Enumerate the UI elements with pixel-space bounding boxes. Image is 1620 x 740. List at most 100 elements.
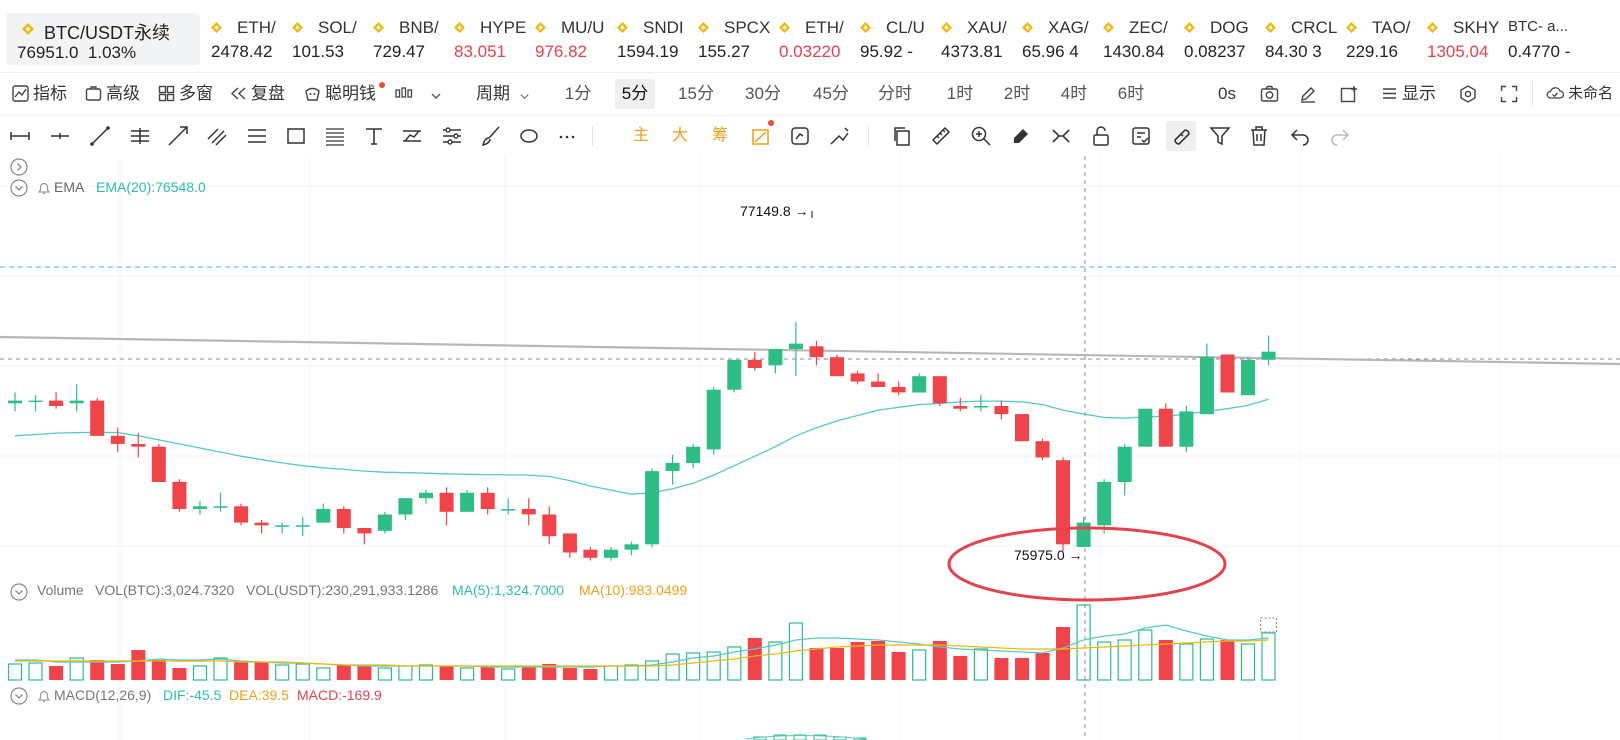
volume-bar	[1097, 641, 1112, 681]
large-order-tool[interactable]: 大	[671, 127, 688, 144]
ticker-item[interactable]: XAG/65.96 4	[1022, 13, 1097, 65]
ticker-item[interactable]: HYPE 83.051	[454, 13, 529, 65]
candle-body	[1035, 441, 1050, 458]
fullscreen-icon[interactable]	[1500, 85, 1518, 103]
magic-tool-icon[interactable]	[750, 124, 774, 148]
horizontal-levels-icon[interactable]	[245, 124, 269, 148]
text-lines-icon[interactable]	[323, 124, 347, 148]
hide-drawings-icon[interactable]	[1129, 124, 1153, 148]
ticker-item[interactable]: SOL/101.53	[292, 13, 367, 65]
ticker-item[interactable]: CRCL 84.30 3	[1265, 13, 1340, 65]
extended-line-icon[interactable]	[166, 124, 190, 148]
ema-line	[14, 398, 1269, 495]
fib-lines-icon[interactable]	[205, 124, 229, 148]
binance-coin-icon	[779, 22, 790, 33]
magnet-icon[interactable]	[1049, 124, 1073, 148]
period-6[interactable]: 1时	[946, 84, 974, 103]
smart-money-button[interactable]: 聪明钱	[304, 73, 376, 115]
chart-type-dropdown[interactable]	[395, 73, 446, 115]
ellipse-icon[interactable]	[517, 124, 541, 148]
candle-body	[110, 435, 125, 444]
ticker-price: 1305.04	[1427, 42, 1489, 61]
ticker-item[interactable]: TAO/229.16	[1346, 13, 1421, 65]
undo-icon[interactable]	[1288, 124, 1312, 148]
advanced-button[interactable]: 高级	[85, 73, 140, 115]
indicators-button[interactable]: 指标	[12, 73, 67, 115]
bell-icon[interactable]	[36, 180, 52, 196]
filter-icon[interactable]	[1208, 124, 1232, 148]
period-3[interactable]: 30分	[745, 84, 781, 103]
delete-icon[interactable]	[1247, 124, 1271, 148]
multi-window-button[interactable]: 多窗	[158, 73, 213, 115]
period-2[interactable]: 15分	[678, 84, 714, 103]
countdown-toggle[interactable]: 0s	[1218, 84, 1236, 103]
candle-body	[932, 376, 947, 404]
volume-bar	[316, 667, 331, 681]
chips-tool[interactable]: 筹	[711, 127, 728, 144]
horizontal-ray-icon[interactable]	[8, 124, 32, 148]
period-4[interactable]: 45分	[813, 84, 849, 103]
measure-tool-icon[interactable]	[827, 124, 851, 148]
ticker-item[interactable]: SNDI 1594.19	[617, 13, 692, 65]
settings-icon[interactable]	[1459, 85, 1477, 103]
eraser-icon[interactable]	[1009, 124, 1033, 148]
ticker-item[interactable]: MU/U 976.82	[535, 13, 610, 65]
volume-bar	[49, 666, 64, 680]
ticker-item[interactable]: ETH/0.03220	[779, 13, 854, 65]
layout-name-button[interactable]: 未命名	[1546, 73, 1613, 115]
candlestick-icon	[395, 87, 413, 98]
chevron-down-icon[interactable]	[10, 179, 28, 197]
volume-bar	[727, 646, 742, 681]
display-button[interactable]: 显示	[1381, 73, 1436, 115]
parallel-channel-icon[interactable]	[128, 124, 152, 148]
period-5[interactable]: 分时	[878, 84, 912, 103]
pencil-icon[interactable]	[1299, 85, 1317, 103]
copy-icon[interactable]	[890, 124, 914, 148]
chevron-down-icon[interactable]	[10, 687, 28, 705]
ticker-item[interactable]: DOG 0.08237	[1184, 13, 1259, 65]
chevron-down-icon[interactable]	[10, 583, 28, 601]
bell-icon[interactable]	[36, 688, 52, 704]
pattern-tool-icon[interactable]	[400, 124, 424, 148]
period-9[interactable]: 6时	[1117, 84, 1145, 103]
toolbar-divider	[1532, 81, 1533, 107]
binance-coin-icon	[617, 22, 628, 33]
ticker-item[interactable]: BTC- a... 0.4770 -	[1508, 13, 1620, 65]
brush-icon[interactable]	[479, 124, 503, 148]
more-icon[interactable]	[555, 124, 579, 148]
ruler-icon[interactable]	[929, 124, 953, 148]
ticker-item[interactable]: ETH/2478.42	[211, 13, 286, 65]
redo-icon[interactable]	[1328, 124, 1352, 148]
ticker-item[interactable]: CL/U 95.92 -	[860, 13, 935, 65]
binance-coin-icon	[860, 22, 871, 33]
ticker-item[interactable]: SKHY 1305.04	[1427, 13, 1502, 65]
snap-magnet-icon[interactable]	[1166, 121, 1196, 151]
cycle-dropdown[interactable]: 周期	[476, 73, 530, 115]
text-tool-icon[interactable]	[362, 124, 386, 148]
rectangle-icon[interactable]	[284, 124, 308, 148]
add-window-icon[interactable]	[1340, 85, 1358, 103]
ticker-item[interactable]: ZEC/1430.84	[1103, 13, 1178, 65]
ticker-item[interactable]: SPCX 155.27	[698, 13, 773, 65]
collapse-toggle-icon[interactable]	[10, 158, 28, 176]
main-symbol-selector[interactable]: BTC/USDT永续 76951.0 1.03%	[6, 13, 200, 65]
zoom-in-icon[interactable]	[969, 124, 993, 148]
replay-button[interactable]: 复盘	[230, 73, 285, 115]
period-7[interactable]: 2时	[1003, 84, 1031, 103]
camera-icon[interactable]	[1260, 85, 1279, 103]
ticker-item[interactable]: BNB/729.47	[373, 13, 448, 65]
volume-bar	[439, 666, 454, 680]
projection-tool-icon[interactable]	[440, 124, 464, 148]
trend-line-icon[interactable]	[88, 124, 112, 148]
chart-area[interactable]: EMA EMA(20):76548.0 77149.8 → 75975.0 → …	[0, 156, 1620, 740]
lock-icon[interactable]	[1089, 124, 1113, 148]
volume-bar	[1199, 638, 1215, 681]
horizontal-line-icon[interactable]	[48, 124, 72, 148]
ticker-item[interactable]: XAU/4373.81	[941, 13, 1016, 65]
period-0[interactable]: 1分	[564, 84, 592, 103]
main-force-tool[interactable]: 主	[632, 127, 649, 144]
period-1[interactable]: 5分	[615, 79, 655, 109]
period-8[interactable]: 4时	[1060, 84, 1088, 103]
candlestick-chart[interactable]	[0, 156, 1620, 740]
sync-drawing-icon[interactable]	[788, 124, 812, 148]
